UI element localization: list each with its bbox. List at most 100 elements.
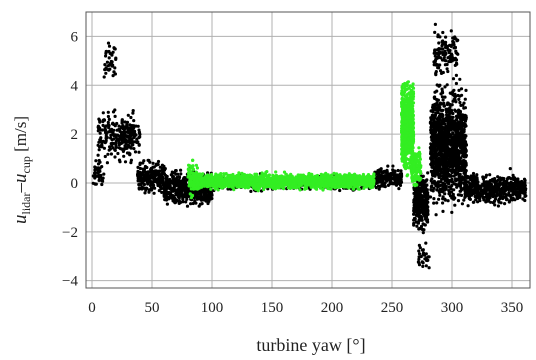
scatter-point — [443, 51, 447, 55]
scatter-point — [413, 217, 417, 221]
scatter-point — [452, 57, 456, 61]
scatter-point — [444, 59, 448, 63]
scatter-point — [194, 191, 198, 195]
scatter-point — [157, 172, 161, 176]
scatter-point — [436, 159, 440, 163]
scatter-point — [443, 85, 447, 89]
scatter-point — [421, 231, 425, 235]
scatter-point — [417, 252, 422, 256]
scatter-point — [111, 50, 115, 54]
scatter-point — [459, 122, 463, 126]
scatter-point — [503, 202, 507, 206]
scatter-point — [415, 224, 419, 228]
scatter-point — [458, 100, 462, 105]
scatter-point — [457, 108, 461, 112]
scatter-point — [462, 198, 466, 202]
scatter-point — [434, 73, 438, 77]
scatter-point — [180, 189, 184, 193]
scatter-point — [383, 181, 387, 185]
scatter-point — [177, 200, 181, 204]
scatter-point — [433, 182, 437, 186]
scatter-point — [129, 139, 133, 143]
scatter-point — [443, 95, 447, 99]
scatter-point — [440, 89, 444, 94]
scatter-point — [512, 185, 516, 190]
scatter-point — [429, 145, 433, 149]
scatter-point — [463, 171, 468, 175]
scatter-point — [132, 131, 136, 135]
scatter-point — [107, 117, 111, 121]
scatter-point — [111, 121, 115, 125]
scatter-point — [399, 169, 403, 173]
scatter-point — [416, 186, 421, 190]
scatter-point — [459, 193, 464, 197]
scatter-point — [118, 160, 122, 164]
scatter-point — [96, 153, 100, 157]
scatter-point — [511, 191, 515, 195]
scatter-point — [118, 137, 122, 141]
scatter-point — [453, 162, 457, 166]
scatter-point — [455, 147, 459, 152]
scatter-point — [466, 204, 470, 208]
scatter-point — [93, 168, 97, 172]
scatter-point — [174, 184, 178, 188]
scatter-point — [424, 213, 428, 217]
scatter-point — [496, 187, 500, 191]
scatter-point — [107, 148, 111, 152]
scatter-point — [98, 131, 102, 135]
scatter-point — [142, 167, 146, 171]
scatter-point — [114, 133, 118, 137]
scatter-point — [416, 210, 420, 214]
scatter-point — [109, 152, 113, 156]
scatter-point — [449, 29, 453, 33]
scatter-point — [125, 124, 129, 128]
scatter-point — [433, 141, 437, 145]
scatter-point — [453, 120, 457, 124]
scatter-point — [453, 159, 457, 163]
scatter-point — [500, 188, 504, 192]
scatter-point — [151, 161, 155, 165]
scatter-point — [108, 67, 112, 71]
scatter-point — [442, 186, 446, 190]
scatter-point — [145, 174, 149, 178]
scatter-point — [112, 46, 116, 50]
scatter-point — [429, 188, 433, 192]
scatter-point — [496, 175, 500, 179]
scatter-point — [417, 261, 421, 265]
scatter-point — [178, 185, 182, 189]
scatter-point — [117, 146, 121, 150]
scatter-point — [448, 119, 452, 123]
scatter-point — [379, 173, 383, 177]
scatter-point — [113, 155, 117, 159]
scatter-point — [100, 128, 104, 132]
scatter-point — [435, 101, 439, 105]
scatter-point — [454, 73, 458, 77]
scatter-point — [112, 70, 116, 74]
scatter-point — [133, 150, 138, 154]
scatter-point — [437, 108, 441, 112]
scatter-point — [470, 185, 474, 189]
scatter-point — [430, 184, 434, 188]
scatter-point — [508, 199, 512, 203]
scatter-point — [439, 71, 444, 75]
scatter-point — [111, 74, 115, 78]
scatter-point — [440, 44, 444, 48]
scatter-point — [489, 193, 493, 198]
scatter-point — [142, 186, 146, 190]
scatter-point — [139, 171, 144, 175]
scatter-point — [124, 138, 128, 142]
scatter-point — [427, 255, 431, 259]
scatter-point — [155, 179, 159, 183]
scatter-point — [136, 165, 140, 169]
series-black-points — [91, 22, 528, 270]
scatter-point — [137, 143, 141, 147]
scatter-point — [207, 194, 211, 198]
scatter-point — [265, 170, 269, 174]
scatter-point — [481, 177, 486, 181]
scatter-point — [184, 200, 188, 204]
scatter-point — [425, 178, 429, 182]
scatter-point — [444, 141, 448, 146]
scatter-point — [396, 174, 400, 178]
scatter-point — [452, 93, 456, 98]
scatter-point — [167, 195, 171, 199]
